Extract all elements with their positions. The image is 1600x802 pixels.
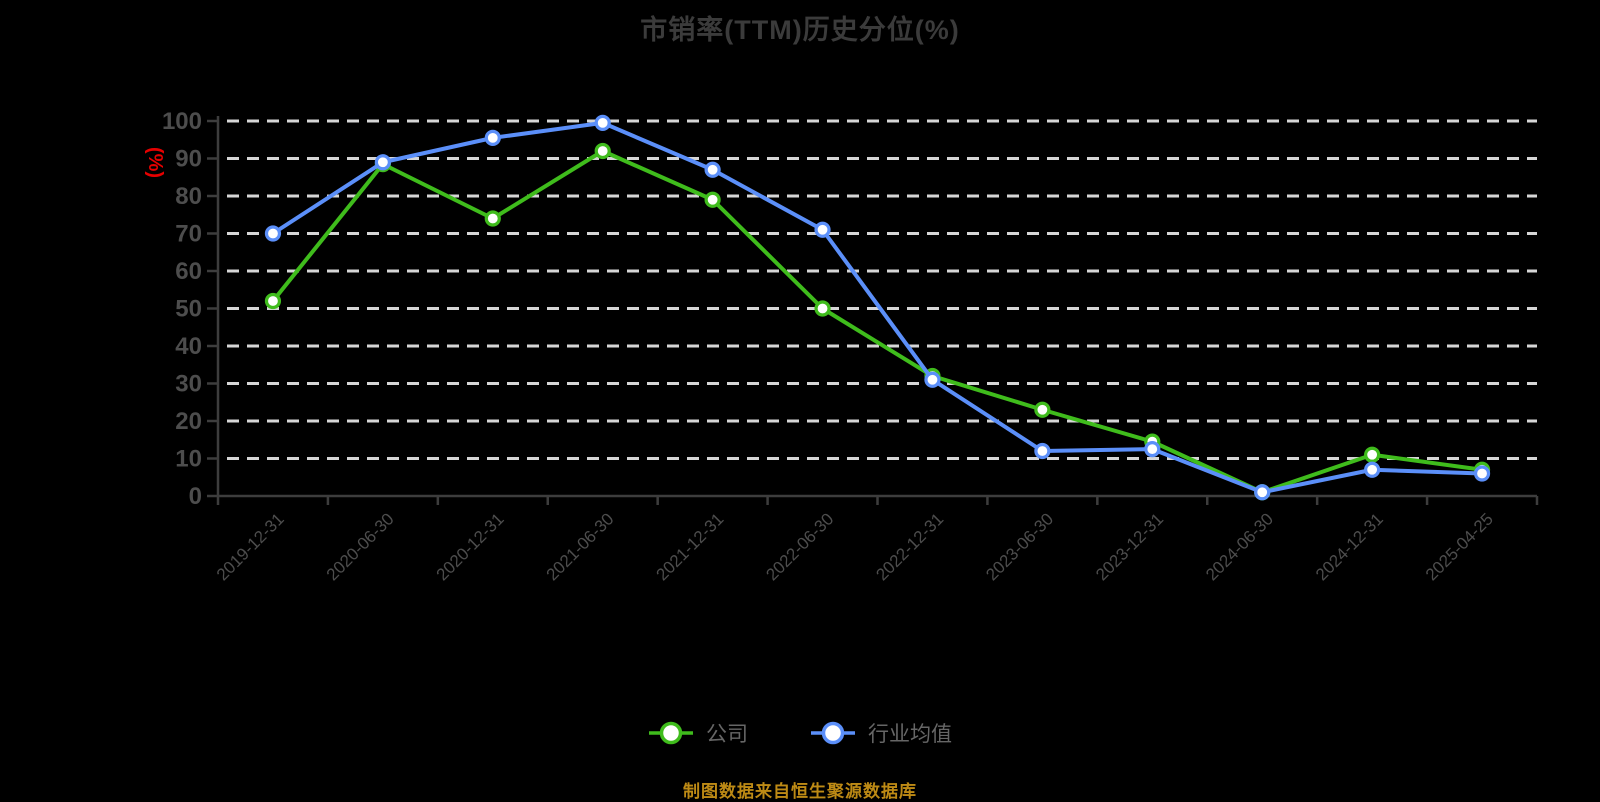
data-source-note: 制图数据来自恒生聚源数据库 bbox=[683, 782, 917, 801]
y-axis-tick-label: 30 bbox=[175, 371, 202, 398]
industry-average-data-point[interactable] bbox=[1034, 442, 1051, 460]
x-axis-tick-label: 2020-06-30 bbox=[323, 509, 398, 584]
company-data-point[interactable] bbox=[594, 142, 611, 160]
industry-average-data-point[interactable] bbox=[374, 154, 391, 171]
legend-item-company[interactable]: 公司 bbox=[648, 718, 748, 748]
y-axis-tick-label: 0 bbox=[189, 483, 202, 510]
industry-average-data-point[interactable] bbox=[704, 161, 721, 178]
industry-average-data-point[interactable] bbox=[264, 225, 282, 242]
x-axis-tick-label: 2022-12-31 bbox=[872, 509, 947, 584]
x-axis-tick-label: 2024-06-30 bbox=[1202, 509, 1277, 584]
industry-average-data-point[interactable] bbox=[924, 371, 941, 388]
company-data-point[interactable] bbox=[814, 300, 831, 317]
industry-average-data-point[interactable] bbox=[594, 114, 611, 131]
industry-average-data-point[interactable] bbox=[1473, 465, 1491, 482]
industry-average-series-line bbox=[270, 120, 1485, 495]
y-axis-tick-label: 10 bbox=[175, 446, 202, 473]
company-data-point[interactable] bbox=[484, 210, 501, 227]
y-axis-tick-label: 80 bbox=[175, 183, 202, 210]
y-axis-tick-label: 50 bbox=[175, 296, 202, 323]
y-axis-tick-label: 20 bbox=[175, 408, 202, 435]
x-axis-tick-label: 2025-04-25 bbox=[1422, 509, 1497, 584]
industry-average-data-point[interactable] bbox=[484, 129, 501, 146]
legend-item-industry-average[interactable]: 行业均值 bbox=[810, 718, 952, 748]
legend-label-industry-average: 行业均值 bbox=[868, 723, 952, 746]
industry-average-data-point[interactable] bbox=[814, 221, 831, 238]
x-axis-tick-label: 2024-12-31 bbox=[1312, 509, 1387, 584]
x-axis-tick-label: 2020-12-31 bbox=[433, 509, 508, 584]
company-data-point[interactable] bbox=[1034, 401, 1051, 418]
y-axis-tick-label: 70 bbox=[175, 221, 202, 248]
y-axis-tick-label: 60 bbox=[175, 258, 202, 285]
industry-average-data-point[interactable] bbox=[1144, 441, 1161, 458]
x-axis-tick-label: 2021-06-30 bbox=[543, 509, 618, 584]
legend-label-company: 公司 bbox=[706, 723, 748, 746]
industry-average-data-point[interactable] bbox=[1254, 484, 1271, 501]
company-series-line bbox=[270, 149, 1485, 495]
industry-average-series-marker bbox=[811, 721, 855, 745]
legend: 公司 行业均值 bbox=[0, 718, 1600, 748]
x-axis-tick-label: 2019-12-31 bbox=[213, 509, 288, 584]
x-axis-tick-label: 2021-12-31 bbox=[653, 509, 728, 584]
x-axis-tick-label: 2023-12-31 bbox=[1092, 509, 1167, 584]
x-axis-tick-label: 2023-06-30 bbox=[982, 509, 1057, 584]
company-data-point[interactable] bbox=[704, 191, 721, 208]
company-series-marker bbox=[649, 721, 693, 745]
y-axis-tick-label: 100 bbox=[162, 108, 202, 135]
y-axis-tick-label: 40 bbox=[175, 333, 202, 360]
chart-title: 市销率(TTM)历史分位(%) bbox=[640, 15, 960, 45]
x-axis-tick-label: 2022-06-30 bbox=[762, 509, 837, 584]
industry-average-data-point[interactable] bbox=[1364, 461, 1381, 478]
y-axis-tick-label: 90 bbox=[175, 146, 202, 173]
company-data-point[interactable] bbox=[264, 292, 282, 310]
company-data-point[interactable] bbox=[1364, 446, 1381, 463]
